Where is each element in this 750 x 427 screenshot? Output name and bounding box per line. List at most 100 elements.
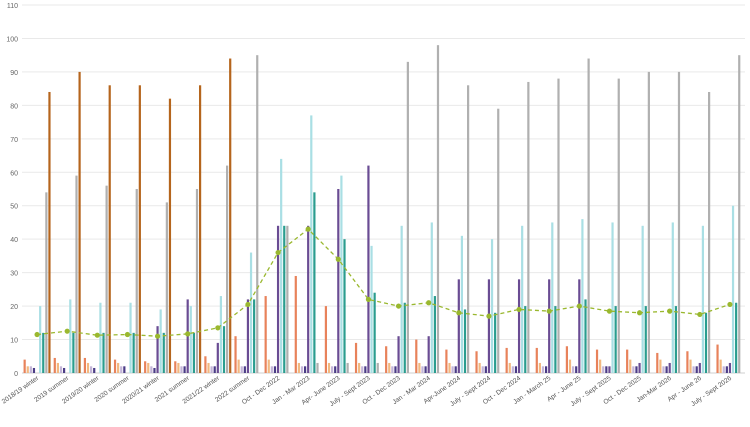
bar	[210, 366, 213, 373]
bar	[123, 366, 126, 373]
bar	[430, 222, 433, 373]
bar	[454, 366, 457, 373]
bar	[56, 362, 59, 373]
y-tick-label: 100	[6, 36, 18, 43]
bar	[327, 362, 331, 373]
bar	[324, 306, 328, 373]
bar	[722, 366, 725, 373]
bar	[246, 299, 250, 373]
average-line	[34, 226, 733, 339]
line-point	[365, 296, 372, 302]
bar	[644, 306, 647, 373]
bar	[611, 222, 614, 373]
bar	[400, 225, 403, 373]
bar	[725, 366, 728, 373]
bars	[23, 45, 741, 374]
bar	[75, 175, 78, 373]
bar	[183, 366, 186, 373]
bar	[93, 367, 96, 373]
bar	[460, 235, 464, 373]
bar	[605, 366, 608, 373]
bar	[237, 359, 240, 373]
bar	[527, 81, 530, 373]
bar	[421, 366, 424, 373]
y-tick-label: 50	[10, 204, 18, 211]
bar	[575, 366, 578, 373]
bar	[572, 366, 575, 373]
line-point	[245, 301, 251, 308]
bar	[614, 306, 617, 373]
bar	[86, 362, 90, 373]
bar	[629, 359, 632, 373]
bar	[738, 55, 741, 374]
bar	[581, 219, 584, 373]
bar	[671, 222, 674, 373]
bar	[665, 366, 668, 373]
bar	[467, 85, 470, 373]
bar	[222, 326, 226, 373]
line-point	[185, 331, 191, 337]
y-tick-label: 80	[10, 103, 18, 110]
bar	[716, 344, 719, 373]
bar	[78, 71, 81, 373]
bar	[424, 366, 427, 373]
bar	[565, 346, 569, 373]
bar	[656, 352, 659, 373]
bar	[599, 359, 602, 373]
bar	[418, 362, 421, 373]
bar	[647, 71, 650, 373]
bar	[686, 351, 689, 373]
line-point	[697, 311, 703, 318]
bar	[276, 225, 280, 373]
bar	[587, 58, 590, 373]
y-tick-label: 110	[7, 3, 18, 10]
bar	[490, 239, 494, 373]
bar	[177, 362, 180, 373]
bar	[433, 296, 436, 373]
bar	[300, 366, 304, 373]
bar	[192, 332, 195, 373]
bar	[213, 366, 216, 373]
line-point	[305, 226, 311, 232]
gridlines	[22, 4, 745, 374]
line-point	[606, 308, 613, 314]
bar	[517, 279, 521, 373]
bar	[156, 326, 159, 373]
bar	[481, 366, 484, 373]
bar	[376, 362, 379, 373]
bar	[346, 362, 349, 373]
bar	[427, 336, 430, 373]
bar	[641, 225, 644, 373]
bar	[497, 108, 500, 374]
bar	[102, 332, 105, 373]
bar	[554, 306, 557, 373]
bar	[165, 202, 168, 373]
bar	[226, 165, 229, 373]
bar	[361, 366, 364, 373]
bar	[307, 225, 310, 373]
y-tick-label: 60	[10, 170, 18, 177]
bar	[99, 302, 102, 373]
bar	[484, 366, 487, 373]
line-point	[275, 249, 281, 256]
bar	[391, 366, 394, 373]
bar	[668, 362, 671, 373]
bar	[117, 362, 120, 373]
y-axis: 0 10 20 30 40 50 60 70 80 90 100 110	[6, 3, 18, 378]
bar	[42, 332, 45, 373]
bar	[608, 366, 611, 373]
bar	[150, 366, 153, 373]
line-point	[34, 331, 40, 338]
bar	[162, 332, 165, 373]
bar	[343, 239, 346, 373]
bar	[283, 225, 286, 373]
bar	[69, 299, 72, 373]
bar	[719, 359, 722, 373]
bar	[689, 359, 692, 373]
bar	[240, 366, 243, 373]
bar	[514, 366, 518, 373]
line-point	[636, 310, 643, 316]
bar	[249, 252, 253, 373]
line-point	[727, 301, 733, 308]
